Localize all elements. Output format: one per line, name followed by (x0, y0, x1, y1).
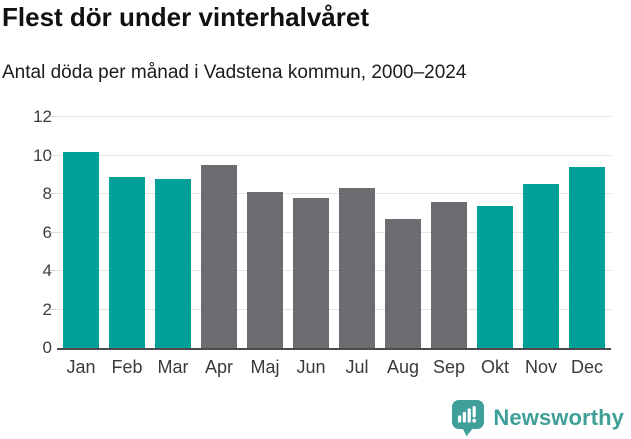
bars-container: Jan Feb Mar Apr Maj Jun Jul Aug Sep Okt Nov Dec (57, 117, 611, 377)
bar-column-aug: Aug (385, 117, 421, 377)
y-tick-4 (50, 270, 57, 271)
x-axis-label-aug: Aug (386, 357, 420, 377)
bar-mar (155, 178, 191, 348)
x-axis-label-jan: Jan (66, 357, 96, 377)
gridline-y-6 (57, 231, 611, 233)
bar-apr (201, 165, 237, 348)
chart-subtitle: Antal döda per månad i Vadstena kommun, … (2, 62, 467, 83)
bar-okt (477, 205, 513, 348)
x-axis-label-nov: Nov (524, 357, 558, 377)
bar-jul (339, 188, 375, 348)
bar-column-feb: Feb (109, 117, 145, 377)
bar-column-jun: Jun (293, 117, 329, 377)
bar-chart: 0 2 4 6 8 10 12 Jan Feb Mar Apr Maj Jun Jul Aug Sep Okt… (0, 105, 631, 390)
y-axis-label-10: 10 (33, 145, 52, 165)
y-axis: 0 2 4 6 8 10 12 (14, 107, 52, 357)
bar-maj (247, 192, 283, 348)
x-axis-label-apr: Apr (204, 357, 234, 377)
bar-column-sep: Sep (431, 117, 467, 377)
bar-column-jul: Jul (339, 117, 375, 377)
y-axis-label-8: 8 (42, 184, 52, 203)
bar-column-nov: Nov (523, 117, 559, 377)
bar-column-okt: Okt (477, 117, 513, 377)
newsworthy-brand-label: Newsworthy (493, 405, 624, 430)
y-tick-6 (50, 231, 57, 233)
bar-column-dec: Dec (569, 117, 605, 377)
plot-area: Jan Feb Mar Apr Maj Jun Jul Aug Sep Okt Nov Dec (50, 116, 611, 377)
y-axis-label-6: 6 (42, 222, 52, 242)
x-axis-label-sep: Sep (432, 357, 466, 377)
bar-jun (293, 197, 329, 348)
x-axis-label-okt: Okt (480, 357, 510, 377)
gridline-y-10 (57, 154, 611, 156)
bar-nov (523, 184, 559, 348)
bar-sep (431, 201, 467, 348)
y-tick-8 (50, 193, 57, 194)
y-tick-2 (50, 308, 57, 310)
gridline-y-8 (57, 193, 611, 194)
x-axis-line (57, 348, 611, 350)
bar-column-maj: Maj (247, 117, 283, 377)
bar-column-mar: Mar (155, 117, 191, 377)
chart-title: Flest dör under vinterhalvåret (2, 2, 369, 32)
x-axis-label-maj: Maj (250, 357, 280, 377)
y-tick-12 (50, 116, 57, 117)
bar-column-jan: Jan (63, 117, 99, 377)
x-axis-label-mar: Mar (157, 357, 189, 377)
y-tick-10 (50, 154, 57, 156)
bar-jan (63, 151, 99, 348)
y-axis-label-12: 12 (33, 107, 52, 126)
x-axis-label-dec: Dec (570, 357, 604, 377)
x-axis-label-jul: Jul (345, 357, 369, 377)
bar-dec (569, 167, 605, 348)
bar-column-apr: Apr (201, 117, 237, 377)
y-axis-label-4: 4 (42, 261, 52, 280)
gridline-y-2 (57, 308, 611, 310)
bar-feb (109, 176, 145, 348)
x-axis-label-jun: Jun (296, 357, 326, 377)
y-axis-label-2: 2 (42, 299, 52, 319)
newsworthy-logo-icon (451, 399, 485, 437)
y-axis-label-0: 0 (42, 338, 52, 357)
gridline-y-4 (57, 270, 611, 271)
bar-aug (385, 219, 421, 348)
x-axis-label-feb: Feb (111, 357, 143, 377)
gridline-y-12 (57, 116, 611, 117)
newsworthy-brand-link[interactable]: Newsworthy (451, 398, 624, 438)
